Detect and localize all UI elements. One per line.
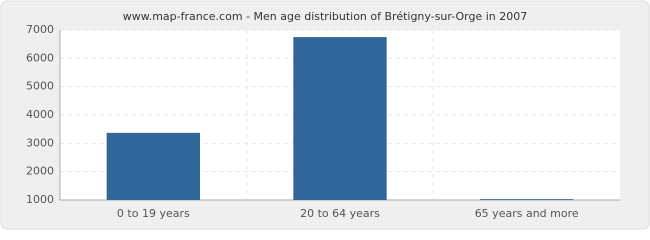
x-tick-label: 20 to 64 years (300, 207, 380, 220)
y-tick-label: 6000 (26, 51, 54, 64)
page: www.map-france.com - Men age distributio… (0, 0, 650, 230)
bar (293, 37, 387, 201)
bar (106, 132, 200, 200)
x-tick-label: 65 years and more (475, 207, 579, 220)
y-tick-label: 7000 (26, 23, 54, 36)
y-tick-label: 3000 (26, 136, 54, 149)
y-tick-label: 4000 (26, 108, 54, 121)
chart-title: www.map-france.com - Men age distributio… (123, 10, 528, 23)
x-tick-label: 0 to 19 years (117, 207, 190, 220)
y-tick-label: 1000 (26, 193, 54, 206)
y-tick-label: 2000 (26, 165, 54, 178)
y-tick-label: 5000 (26, 80, 54, 93)
bar (480, 199, 574, 200)
chart: www.map-france.com - Men age distributio… (0, 0, 650, 230)
